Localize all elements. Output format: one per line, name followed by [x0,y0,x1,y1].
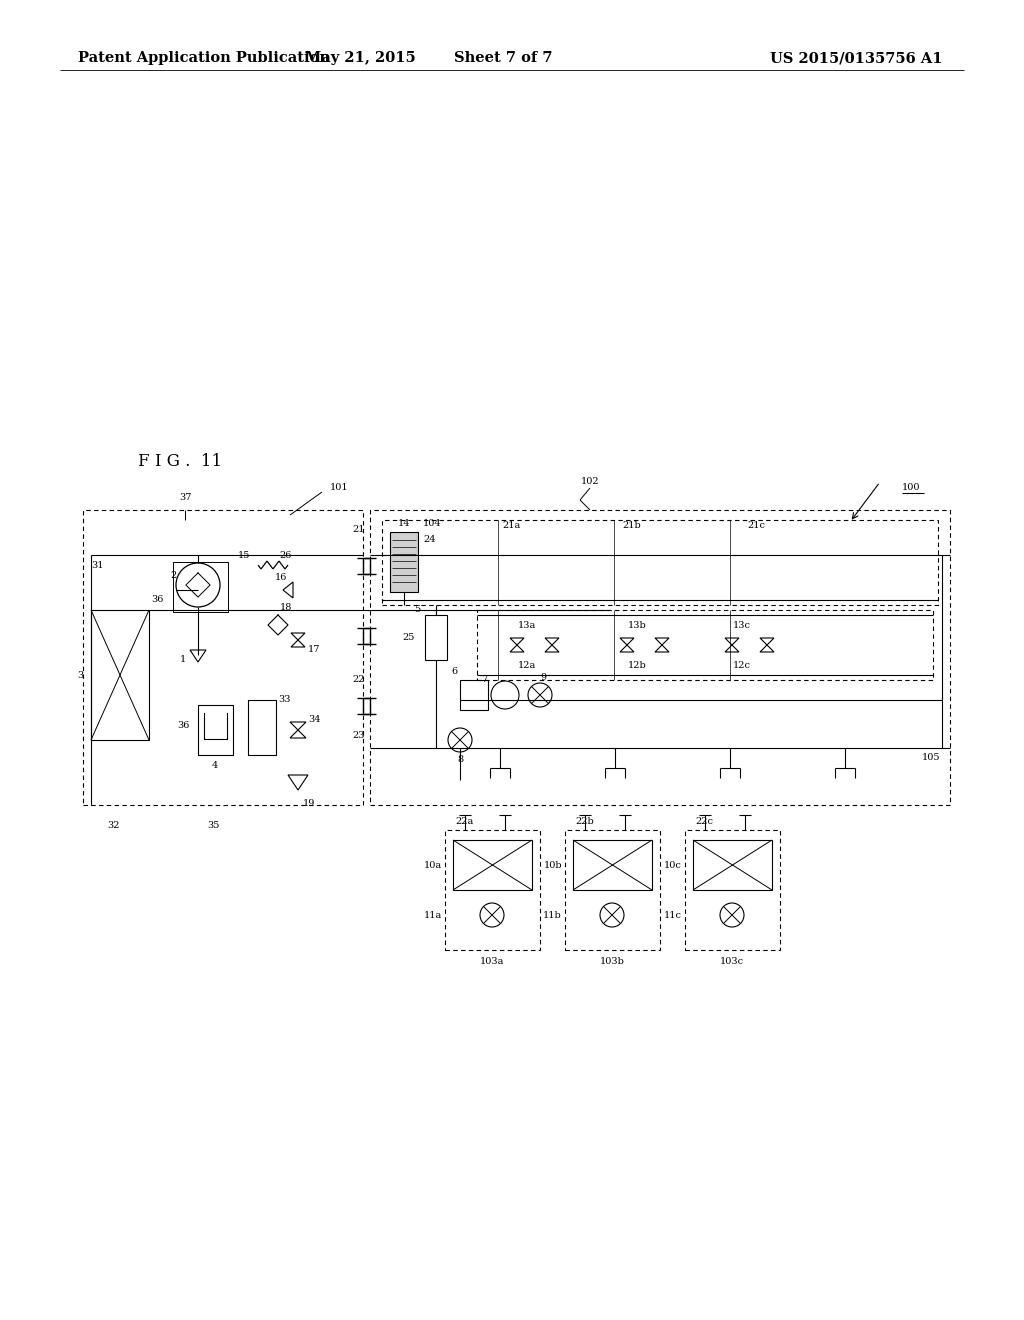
Text: 7: 7 [480,675,487,684]
Text: 15: 15 [238,550,250,560]
Bar [198,705,233,755]
Text: 22a: 22a [455,817,473,826]
Text: 6: 6 [452,668,458,676]
Text: 21c: 21c [746,521,765,531]
Bar [248,700,276,755]
Text: May 21, 2015: May 21, 2015 [304,51,416,65]
Text: 37: 37 [179,494,191,503]
Text: 26: 26 [280,550,292,560]
Text: 24: 24 [423,536,435,544]
Bar [453,840,532,890]
Text: Sheet 7 of 7: Sheet 7 of 7 [454,51,552,65]
Text: 5: 5 [414,605,420,614]
Bar [425,615,447,660]
Bar [173,562,228,612]
Text: 35: 35 [207,821,219,829]
Text: 11a: 11a [424,911,442,920]
Text: 23: 23 [352,730,365,739]
Bar [91,610,150,741]
Text: 33: 33 [278,696,291,705]
Bar [685,830,780,950]
Text: 36: 36 [151,595,164,605]
Text: 3: 3 [77,671,83,680]
Text: 32: 32 [106,821,119,829]
Text: 8: 8 [457,755,463,764]
Text: 100: 100 [902,483,921,492]
Bar [693,840,772,890]
Text: 101: 101 [330,483,348,492]
Text: 25: 25 [402,632,415,642]
Bar [477,610,933,680]
Bar [83,510,362,805]
Text: 103b: 103b [600,957,625,966]
Text: 22: 22 [352,676,365,685]
Text: 11b: 11b [544,911,562,920]
Text: 102: 102 [581,478,599,487]
Text: 36: 36 [177,721,189,730]
Text: 21b: 21b [622,521,641,531]
Text: 19: 19 [303,799,315,808]
Text: 13a: 13a [518,620,537,630]
Text: 18: 18 [280,602,293,611]
Text: 21: 21 [352,525,365,535]
Text: 13c: 13c [733,620,751,630]
Text: 12a: 12a [518,660,537,669]
Bar [382,520,938,605]
Bar [370,510,950,805]
Text: 9: 9 [540,672,546,681]
Text: 4: 4 [212,760,218,770]
Text: 34: 34 [308,715,321,725]
Text: 12c: 12c [733,660,751,669]
Text: 11c: 11c [664,911,682,920]
Text: 103a: 103a [480,957,504,966]
Text: 1: 1 [180,656,186,664]
Text: 14: 14 [397,520,411,528]
Text: 2: 2 [170,570,176,579]
Text: 10c: 10c [665,861,682,870]
Text: 13b: 13b [628,620,646,630]
Bar [390,532,418,591]
Text: 22b: 22b [575,817,594,826]
Text: Patent Application Publication: Patent Application Publication [78,51,330,65]
Text: 105: 105 [922,754,940,763]
Text: 10a: 10a [424,861,442,870]
Text: 22c: 22c [695,817,713,826]
Text: 16: 16 [274,573,287,582]
Bar [573,840,652,890]
Text: 10b: 10b [544,861,562,870]
Text: 17: 17 [308,645,321,655]
Text: 104: 104 [423,520,441,528]
Bar [460,680,488,710]
Bar [445,830,540,950]
Text: 12b: 12b [628,660,646,669]
Bar [565,830,660,950]
Text: 21a: 21a [502,521,520,531]
Text: 31: 31 [91,561,103,569]
Text: F I G .  11: F I G . 11 [138,454,222,470]
Text: 103c: 103c [720,957,744,966]
Text: US 2015/0135756 A1: US 2015/0135756 A1 [770,51,942,65]
